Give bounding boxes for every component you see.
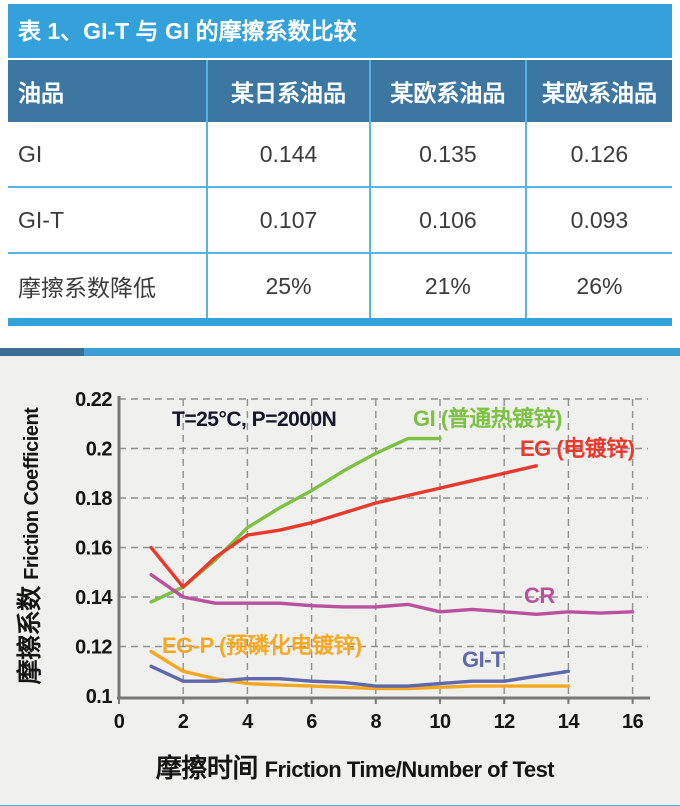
svg-text:GI-T: GI-T (462, 647, 505, 672)
table-cell: 0.093 (524, 186, 672, 253)
svg-text:CR: CR (524, 583, 555, 608)
col-header-oil: 油品 (8, 60, 208, 122)
svg-text:0.18: 0.18 (75, 488, 112, 510)
table-cell: 0.107 (206, 186, 370, 253)
table-row-git: GI-T 0.107 0.106 0.093 (8, 186, 672, 253)
table-cell: 0.144 (206, 122, 370, 187)
svg-text:0.12: 0.12 (75, 637, 112, 659)
svg-text:摩擦系数 Friction Coefficient: 摩擦系数 Friction Coefficient (15, 407, 44, 685)
svg-text:GI (普通热镀锌): GI (普通热镀锌) (413, 406, 562, 431)
svg-text:6: 6 (306, 711, 317, 733)
svg-text:10: 10 (429, 711, 451, 733)
table-title-gap (8, 58, 672, 60)
table-row-gi: GI 0.144 0.135 0.126 (8, 122, 672, 187)
table-cell: 25% (206, 252, 370, 318)
table-header-row: 油品 某日系油品 某欧系油品 某欧系油品 (8, 60, 672, 122)
svg-text:EG (电镀锌): EG (电镀锌) (520, 436, 635, 461)
table-cell: 26% (524, 252, 672, 318)
table-title-bar: 表 1、GI-T 与 GI 的摩擦系数比较 (8, 4, 672, 58)
svg-text:14: 14 (558, 711, 581, 733)
svg-text:8: 8 (370, 711, 381, 733)
col-header-european-oil-1: 某欧系油品 (368, 60, 526, 122)
friction-data-table: 油品 某日系油品 某欧系油品 某欧系油品 GI 0.144 0.135 0.12… (8, 60, 672, 318)
col-header-european-oil-2: 某欧系油品 (524, 60, 672, 122)
svg-text:0.14: 0.14 (75, 587, 113, 609)
table-row-reduction: 摩擦系数降低 25% 21% 26% (8, 252, 672, 318)
table-bottom-bar (8, 318, 672, 326)
svg-text:T=25°C, P=2000N: T=25°C, P=2000N (172, 408, 336, 431)
svg-text:0.22: 0.22 (75, 389, 112, 411)
svg-text:EG-P (预磷化电镀锌): EG-P (预磷化电镀锌) (162, 633, 362, 658)
friction-chart-section: 0 2 4 6 8 10 12 14 16 0.22 0.2 0.18 0.16 0.14 0.12 0.1 T… (0, 348, 680, 806)
section-divider-dark-segment (0, 348, 84, 356)
svg-text:摩擦时间 Friction Time/Number of T: 摩擦时间 Friction Time/Number of Test (156, 753, 555, 783)
table-cell: 0.106 (368, 186, 526, 253)
svg-text:12: 12 (494, 711, 516, 733)
section-divider-bar (0, 348, 680, 356)
col-header-japanese-oil: 某日系油品 (206, 60, 370, 122)
svg-text:0: 0 (114, 711, 125, 733)
table-cell: 0.135 (368, 122, 526, 187)
friction-line-chart: 0 2 4 6 8 10 12 14 16 0.22 0.2 0.18 0.16 0.14 0.12 0.1 T… (15, 389, 650, 783)
row-label: GI-T (8, 186, 208, 253)
svg-text:0.2: 0.2 (86, 439, 113, 461)
friction-table-section: 表 1、GI-T 与 GI 的摩擦系数比较 油品 某日系油品 某欧系油品 某欧系… (8, 4, 672, 326)
table-cell: 0.126 (524, 122, 672, 187)
svg-text:0.16: 0.16 (75, 538, 112, 560)
svg-text:4: 4 (242, 711, 254, 733)
table-cell: 21% (368, 252, 526, 318)
svg-text:0.1: 0.1 (86, 686, 113, 708)
svg-text:16: 16 (622, 711, 644, 733)
row-label: GI (8, 122, 208, 187)
row-label: 摩擦系数降低 (8, 252, 208, 318)
svg-text:2: 2 (178, 711, 189, 733)
chart-panel: 0 2 4 6 8 10 12 14 16 0.22 0.2 0.18 0.16 0.14 0.12 0.1 T… (0, 356, 680, 805)
